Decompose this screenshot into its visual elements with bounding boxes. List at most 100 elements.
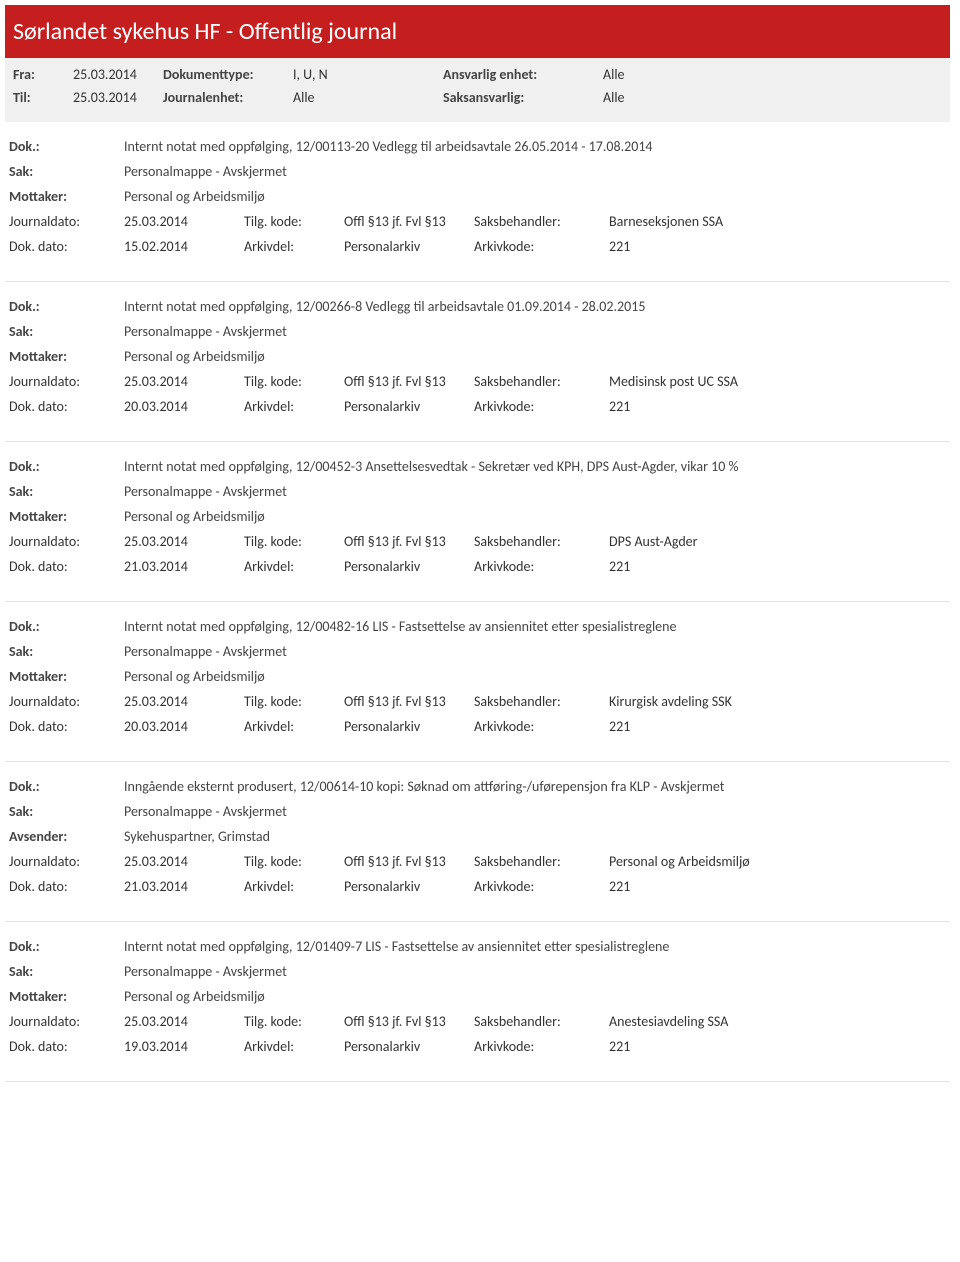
sak-label: Sak: [9, 643, 124, 660]
arkivdel-label: Arkivdel: [244, 558, 344, 575]
dokdato-label: Dok. dato: [9, 878, 124, 895]
saksbehandler-label: Saksbehandler: [474, 213, 609, 230]
party-value: Personal og Arbeidsmiljø [124, 188, 946, 205]
arkivdel-value: Personalarkiv [344, 1038, 474, 1055]
meta-row-1: Fra: 25.03.2014 Dokumenttype: I, U, N An… [13, 66, 942, 83]
arkivdel-label: Arkivdel: [244, 238, 344, 255]
arkivkode-label: Arkivkode: [474, 718, 609, 735]
journal-entry: Dok.: Internt notat med oppfølging, 12/0… [5, 602, 950, 762]
party-label: Avsender: [9, 828, 124, 845]
party-label: Mottaker: [9, 348, 124, 365]
party-label: Mottaker: [9, 668, 124, 685]
dok-line: Dok.: Internt notat med oppfølging, 12/0… [9, 298, 946, 315]
journaldato-value: 25.03.2014 [124, 533, 244, 550]
journaldato-label: Journaldato: [9, 693, 124, 710]
dok-label: Dok.: [9, 938, 124, 955]
saksbehandler-value: Personal og Arbeidsmiljø [609, 853, 946, 870]
arkivkode-label: Arkivkode: [474, 558, 609, 575]
arkivdel-label: Arkivdel: [244, 1038, 344, 1055]
saksbehandler-label: Saksbehandler: [474, 1013, 609, 1030]
fra-label: Fra: [13, 66, 73, 83]
dokdato-value: 19.03.2014 [124, 1038, 244, 1055]
dok-line: Dok.: Internt notat med oppfølging, 12/0… [9, 458, 946, 475]
dokdato-label: Dok. dato: [9, 558, 124, 575]
detail-row-1: Journaldato: 25.03.2014 Tilg. kode: Offl… [9, 693, 946, 710]
detail-row-2: Dok. dato: 21.03.2014 Arkivdel: Personal… [9, 878, 946, 895]
party-line: Mottaker: Personal og Arbeidsmiljø [9, 188, 946, 205]
journaldato-label: Journaldato: [9, 1013, 124, 1030]
til-label: Til: [13, 89, 73, 106]
tilgkode-value: Offl §13 jf. Fvl §13 [344, 1013, 474, 1030]
party-label: Mottaker: [9, 988, 124, 1005]
arkivkode-value: 221 [609, 1038, 946, 1055]
arkivkode-label: Arkivkode: [474, 878, 609, 895]
sak-value: Personalmappe - Avskjermet [124, 163, 946, 180]
dokdato-value: 21.03.2014 [124, 558, 244, 575]
sak-value: Personalmappe - Avskjermet [124, 643, 946, 660]
arkivdel-label: Arkivdel: [244, 878, 344, 895]
detail-row-2: Dok. dato: 20.03.2014 Arkivdel: Personal… [9, 398, 946, 415]
sak-line: Sak: Personalmappe - Avskjermet [9, 803, 946, 820]
dok-value: Internt notat med oppfølging, 12/00113-2… [124, 138, 946, 155]
journaldato-label: Journaldato: [9, 533, 124, 550]
dok-value: Internt notat med oppfølging, 12/00266-8… [124, 298, 946, 315]
arkivkode-label: Arkivkode: [474, 238, 609, 255]
tilgkode-label: Tilg. kode: [244, 213, 344, 230]
tilgkode-value: Offl §13 jf. Fvl §13 [344, 853, 474, 870]
dok-label: Dok.: [9, 458, 124, 475]
arkivkode-value: 221 [609, 878, 946, 895]
arkivkode-value: 221 [609, 718, 946, 735]
dokdato-value: 21.03.2014 [124, 878, 244, 895]
sak-label: Sak: [9, 163, 124, 180]
sak-line: Sak: Personalmappe - Avskjermet [9, 483, 946, 500]
journaldato-label: Journaldato: [9, 373, 124, 390]
dokdato-label: Dok. dato: [9, 238, 124, 255]
journaldato-value: 25.03.2014 [124, 213, 244, 230]
arkivdel-value: Personalarkiv [344, 558, 474, 575]
party-line: Mottaker: Personal og Arbeidsmiljø [9, 668, 946, 685]
saksbehandler-label: Saksbehandler: [474, 693, 609, 710]
detail-row-2: Dok. dato: 20.03.2014 Arkivdel: Personal… [9, 718, 946, 735]
journal-entry: Dok.: Internt notat med oppfølging, 12/0… [5, 122, 950, 282]
arkivdel-label: Arkivdel: [244, 398, 344, 415]
arkivdel-label: Arkivdel: [244, 718, 344, 735]
party-label: Mottaker: [9, 188, 124, 205]
saksansvarlig-value: Alle [603, 89, 683, 106]
doktype-label: Dokumenttype: [163, 66, 293, 83]
ansvarlig-label: Ansvarlig enhet: [443, 66, 603, 83]
party-value: Personal og Arbeidsmiljø [124, 508, 946, 525]
sak-line: Sak: Personalmappe - Avskjermet [9, 643, 946, 660]
dok-value: Internt notat med oppfølging, 12/00452-3… [124, 458, 946, 475]
dokdato-label: Dok. dato: [9, 1038, 124, 1055]
detail-row-2: Dok. dato: 19.03.2014 Arkivdel: Personal… [9, 1038, 946, 1055]
journal-entry: Dok.: Inngående eksternt produsert, 12/0… [5, 762, 950, 922]
journalenhet-label: Journalenhet: [163, 89, 293, 106]
header-meta: Fra: 25.03.2014 Dokumenttype: I, U, N An… [5, 58, 950, 122]
party-value: Personal og Arbeidsmiljø [124, 988, 946, 1005]
title-text: Sørlandet sykehus HF - Offentlig journal [13, 17, 397, 46]
dok-line: Dok.: Internt notat med oppfølging, 12/0… [9, 138, 946, 155]
dok-line: Dok.: Internt notat med oppfølging, 12/0… [9, 938, 946, 955]
tilgkode-label: Tilg. kode: [244, 533, 344, 550]
sak-line: Sak: Personalmappe - Avskjermet [9, 163, 946, 180]
sak-label: Sak: [9, 323, 124, 340]
sak-label: Sak: [9, 803, 124, 820]
arkivkode-value: 221 [609, 238, 946, 255]
journaldato-value: 25.03.2014 [124, 693, 244, 710]
detail-row-1: Journaldato: 25.03.2014 Tilg. kode: Offl… [9, 213, 946, 230]
journaldato-label: Journaldato: [9, 853, 124, 870]
sak-value: Personalmappe - Avskjermet [124, 323, 946, 340]
journaldato-value: 25.03.2014 [124, 1013, 244, 1030]
arkivkode-label: Arkivkode: [474, 1038, 609, 1055]
detail-row-2: Dok. dato: 15.02.2014 Arkivdel: Personal… [9, 238, 946, 255]
arkivdel-value: Personalarkiv [344, 718, 474, 735]
party-value: Sykehuspartner, Grimstad [124, 828, 946, 845]
party-line: Mottaker: Personal og Arbeidsmiljø [9, 988, 946, 1005]
sak-label: Sak: [9, 483, 124, 500]
sak-value: Personalmappe - Avskjermet [124, 963, 946, 980]
dokdato-label: Dok. dato: [9, 718, 124, 735]
saksbehandler-label: Saksbehandler: [474, 853, 609, 870]
page-container: Sørlandet sykehus HF - Offentlig journal… [0, 0, 960, 1102]
fra-value: 25.03.2014 [73, 66, 163, 83]
saksbehandler-label: Saksbehandler: [474, 373, 609, 390]
